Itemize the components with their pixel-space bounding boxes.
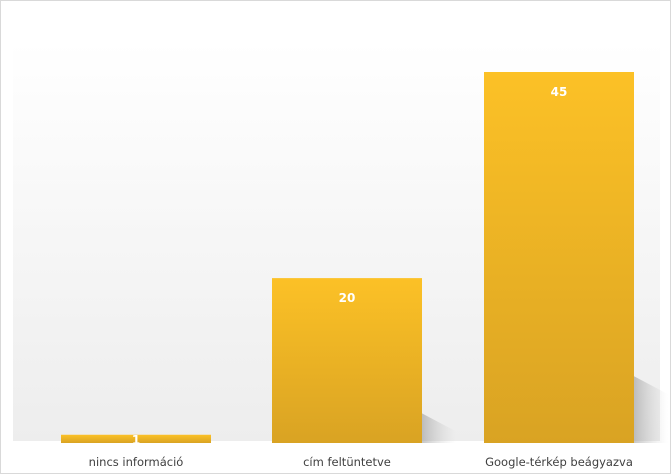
bars-layer — [61, 72, 668, 443]
category-label-1: cím feltüntetve — [303, 455, 391, 469]
bar-shadow — [634, 376, 668, 443]
bar-0 — [61, 434, 211, 443]
value-label-1: 20 — [339, 291, 356, 305]
bar-1 — [272, 278, 422, 443]
bar-2 — [484, 72, 634, 443]
labels-layer: 1 nincs információ 20 cím feltüntetve 45 Goog… — [89, 85, 633, 469]
bar-shadow — [422, 413, 456, 443]
value-label-2: 45 — [551, 85, 568, 99]
value-label-0: 1 — [132, 433, 140, 447]
category-label-2: Google-térkép beágyazva — [485, 455, 633, 469]
category-label-0: nincs információ — [89, 455, 184, 469]
